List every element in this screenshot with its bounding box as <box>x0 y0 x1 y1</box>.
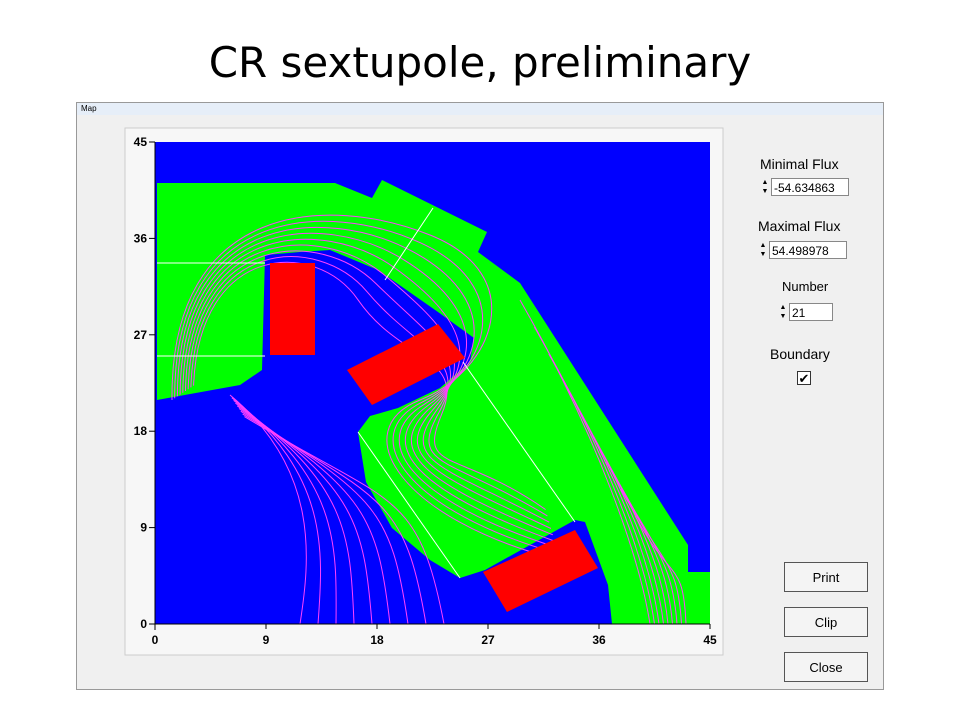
flux-line <box>171 214 561 561</box>
x-tick-label: 36 <box>592 633 606 647</box>
y-tick-label: 9 <box>140 521 147 535</box>
spinner[interactable]: ▲ ▼ <box>759 242 767 258</box>
y-tick-label: 18 <box>134 424 148 438</box>
spinner[interactable]: ▲ ▼ <box>779 304 787 320</box>
control-label: Number <box>782 279 829 294</box>
x-tick-label: 18 <box>370 633 384 647</box>
window-title: Map <box>77 103 883 115</box>
iron-yoke <box>157 180 710 624</box>
coil <box>483 530 598 612</box>
button[interactable]: Close <box>784 652 868 682</box>
coil <box>270 263 315 355</box>
button[interactable]: Clip <box>784 607 868 637</box>
spinner[interactable]: ▲ ▼ <box>761 179 769 195</box>
flux-line <box>179 232 555 542</box>
flux-line <box>174 220 559 555</box>
y-tick-label: 45 <box>134 135 148 149</box>
flux-line <box>577 407 669 625</box>
boundary-line <box>384 207 434 281</box>
text-input[interactable]: 54.498978 <box>769 241 847 259</box>
text-input[interactable]: 21 <box>789 303 833 321</box>
y-tick-label: 27 <box>134 328 148 342</box>
x-tick-label: 45 <box>703 633 717 647</box>
checkbox[interactable]: ✔ <box>797 371 811 386</box>
flux-line <box>176 226 557 548</box>
flux-line <box>244 416 445 625</box>
y-tick-label: 36 <box>134 231 148 245</box>
coil <box>347 324 465 405</box>
control-label: Minimal Flux <box>760 156 839 172</box>
y-tick-label: 0 <box>140 617 147 631</box>
flux-line <box>634 515 687 625</box>
text-input[interactable]: -54.634863 <box>771 178 849 196</box>
x-tick-label: 9 <box>263 633 270 647</box>
flux-line <box>182 238 553 536</box>
boundary-line <box>462 361 576 523</box>
boundary-line <box>357 431 461 579</box>
x-tick-label: 0 <box>152 633 159 647</box>
x-tick-label: 27 <box>481 633 495 647</box>
boundary-lines <box>157 207 576 579</box>
control-label: Maximal Flux <box>758 218 841 234</box>
slide-title: CR sextupole, preliminary <box>208 38 752 87</box>
control-label: Boundary <box>770 346 830 362</box>
button[interactable]: Print <box>784 562 868 592</box>
